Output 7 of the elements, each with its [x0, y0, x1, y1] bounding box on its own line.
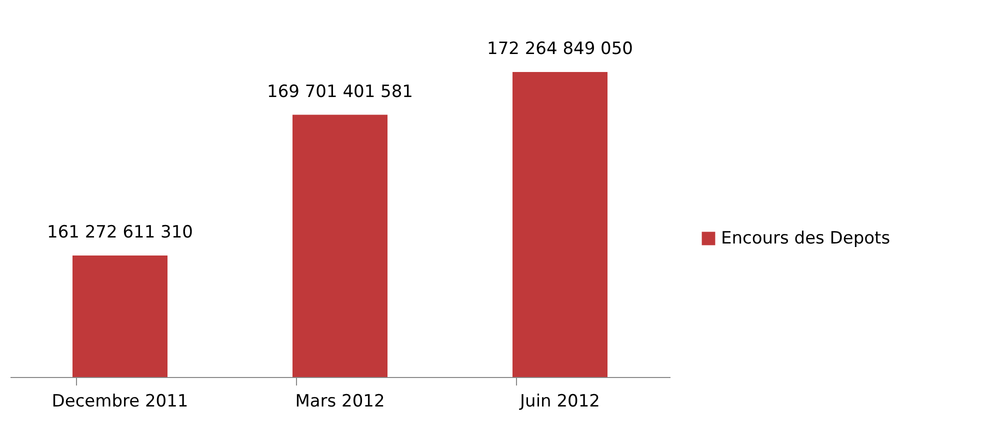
legend-label: Encours des Depots: [721, 228, 890, 248]
x-tick-label: Juin 2012: [519, 392, 600, 412]
data-label: 169 701 401 581: [266, 82, 414, 102]
data-label: 161 272 611 310: [46, 222, 194, 243]
x-tick-label: Mars 2012: [295, 392, 385, 412]
data-label: 172 264 849 050: [486, 39, 634, 59]
x-tick-label: Decembre 2011: [52, 392, 188, 412]
